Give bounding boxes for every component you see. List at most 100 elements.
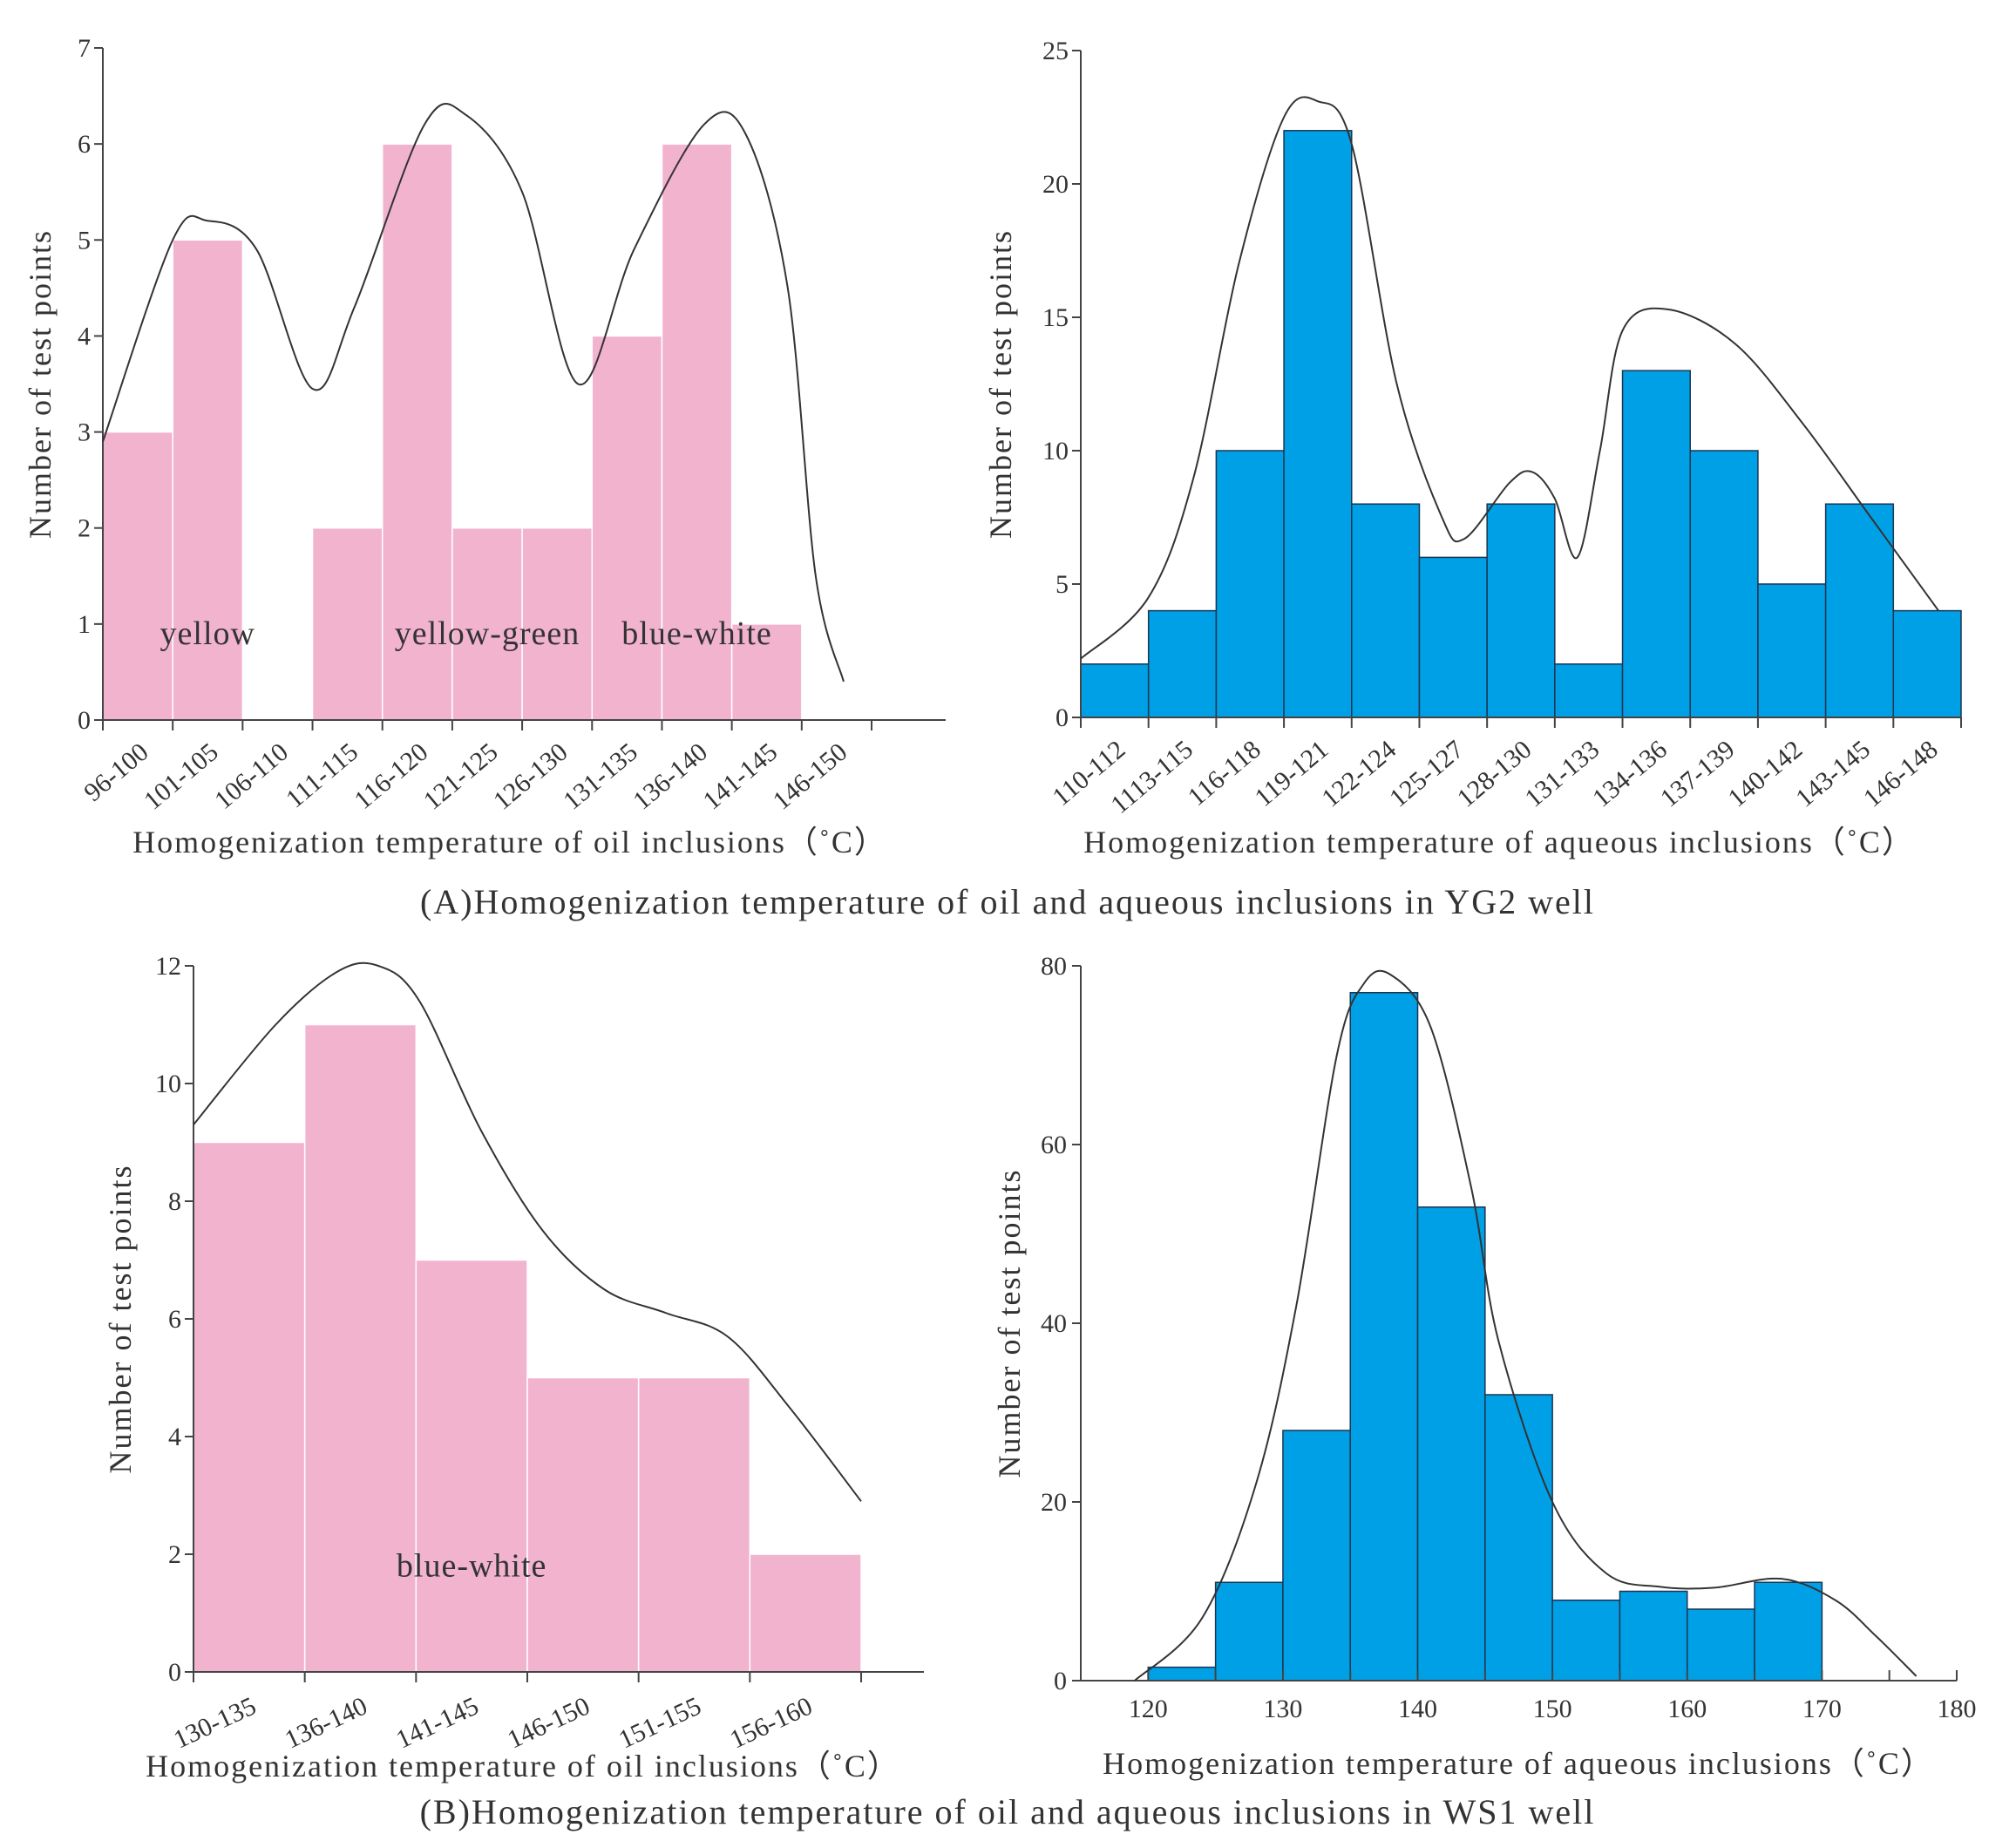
bar-121-125 [451, 527, 523, 721]
y-tick-label: 0 [1054, 1667, 1067, 1695]
bar-120-125 [1147, 1666, 1217, 1682]
x-axis-title: Homogenization temperature of aqueous in… [1083, 825, 1915, 859]
bar-156-160 [749, 1553, 862, 1673]
bar-111-115 [311, 527, 384, 721]
y-tick-label: 7 [78, 34, 91, 63]
bar-136-140 [661, 143, 733, 721]
x-tick-label: 140 [1398, 1695, 1437, 1723]
bar-141-145 [415, 1259, 528, 1673]
bar-128-130 [1486, 503, 1556, 718]
chart-b-oil-inclusions: 0 2 4 6 8 10 12 130-135 136-140 141-145 146-150 151… [103, 952, 924, 1783]
bar-141-145 [730, 623, 803, 721]
y-tick-label: 12 [155, 952, 181, 981]
y-axis-title: Number of test points [23, 229, 58, 539]
y-tick-label: 10 [155, 1070, 181, 1098]
bar-126-130 [521, 527, 594, 721]
bar-140-142 [1757, 583, 1827, 718]
y-tick-label: 1 [78, 610, 91, 639]
annotation-label: blue-white [397, 1548, 547, 1585]
bar-165-170 [1754, 1581, 1823, 1682]
bar-137-139 [1689, 450, 1759, 718]
bar-119-121 [1283, 130, 1353, 718]
bar-116-120 [381, 143, 453, 721]
x-category-label: 151-155 [614, 1691, 706, 1754]
x-category-label: 125-127 [1384, 735, 1470, 813]
x-category-label: 141-145 [392, 1691, 484, 1754]
bar-150-155 [1551, 1600, 1621, 1682]
chart-a-oil-inclusions: 0123456796-100101-105106-110111-115116-1… [23, 34, 946, 859]
bar-155-160 [1619, 1590, 1688, 1682]
bar-131-135 [591, 335, 663, 721]
x-tick-label: 150 [1533, 1695, 1572, 1723]
y-tick-label: 8 [168, 1187, 181, 1216]
annotation-label: yellow-green [395, 615, 580, 652]
y-tick-label: 20 [1042, 170, 1069, 199]
bar-145-150 [1484, 1394, 1553, 1682]
bar-101-105 [172, 239, 244, 721]
bar-1113-115 [1147, 609, 1218, 718]
bar-96-100 [102, 431, 173, 721]
x-category-label: 136-140 [281, 1691, 372, 1754]
x-category-label: 141-145 [697, 737, 783, 816]
x-category-label: 134-136 [1587, 735, 1673, 813]
y-tick-label: 5 [78, 226, 91, 255]
y-axis-title: Number of test points [983, 229, 1018, 539]
x-category-label: 111-115 [281, 737, 363, 813]
bar-130-135 [193, 1141, 306, 1673]
bar-116-118 [1215, 450, 1285, 718]
y-tick-label: 10 [1042, 437, 1069, 465]
x-category-label: 156-160 [726, 1691, 818, 1754]
y-tick-label: 4 [168, 1423, 181, 1451]
x-category-label: 122-124 [1316, 735, 1402, 813]
x-category-label: 131-135 [558, 737, 643, 816]
bar-122-124 [1351, 503, 1421, 718]
y-tick-label: 25 [1042, 37, 1069, 65]
x-tick-label: 170 [1802, 1695, 1842, 1723]
bar-110-112 [1080, 663, 1150, 718]
x-category-label: 106-110 [209, 737, 294, 815]
y-tick-label: 0 [1056, 703, 1069, 732]
y-tick-label: 6 [78, 130, 91, 159]
x-category-label: 131-133 [1519, 735, 1605, 813]
trend-curve [1080, 96, 1939, 660]
trend-curve [193, 961, 862, 1502]
y-axis-title: Number of test points [103, 1165, 138, 1474]
x-axis-title: Homogenization temperature of oil inclus… [146, 1749, 900, 1783]
bar-140-145 [1416, 1206, 1486, 1682]
y-tick-label: 2 [78, 514, 91, 543]
y-tick-label: 80 [1041, 952, 1067, 981]
y-tick-label: 15 [1042, 303, 1069, 332]
x-category-label: 101-105 [139, 737, 224, 816]
caption-b: (B)Homogenization temperature of oil and… [420, 1792, 1596, 1831]
bar-130-135 [1282, 1430, 1351, 1682]
y-tick-label: 3 [78, 418, 91, 447]
annotation-label: blue-white [621, 615, 772, 652]
y-tick-label: 0 [78, 706, 91, 735]
bar-146-148 [1892, 609, 1962, 718]
y-tick-label: 0 [168, 1658, 181, 1687]
chart-b-aqueous-inclusions: 120 130 140 150 160 170 180 0 20 40 60 80 Homogeniza… [992, 952, 1977, 1781]
y-tick-label: 20 [1041, 1488, 1067, 1517]
y-tick-label: 4 [78, 322, 91, 350]
y-axis-title: Number of test points [992, 1169, 1027, 1478]
x-category-label: 126-130 [488, 737, 574, 816]
bar-146-150 [526, 1376, 640, 1673]
x-category-label: 143-145 [1790, 735, 1876, 813]
y-tick-label: 6 [168, 1305, 181, 1334]
chart-a-aqueous-inclusions: 0510152025110-1121113-115116-118119-1211… [983, 37, 1962, 859]
x-tick-label: 120 [1129, 1695, 1168, 1723]
bar-143-145 [1824, 503, 1895, 718]
trend-curve [102, 103, 845, 683]
bar-160-165 [1687, 1608, 1755, 1682]
x-category-label: 137-139 [1655, 735, 1741, 813]
bar-125-130 [1214, 1581, 1284, 1682]
x-tick-label: 160 [1667, 1695, 1707, 1723]
y-tick-label: 40 [1041, 1309, 1067, 1338]
bar-125-127 [1418, 556, 1488, 718]
trend-curve [1134, 969, 1918, 1682]
x-category-label: 146-148 [1858, 735, 1944, 813]
y-tick-label: 5 [1056, 570, 1069, 599]
x-category-label: 146-150 [503, 1691, 594, 1754]
y-tick-label: 60 [1041, 1131, 1067, 1159]
